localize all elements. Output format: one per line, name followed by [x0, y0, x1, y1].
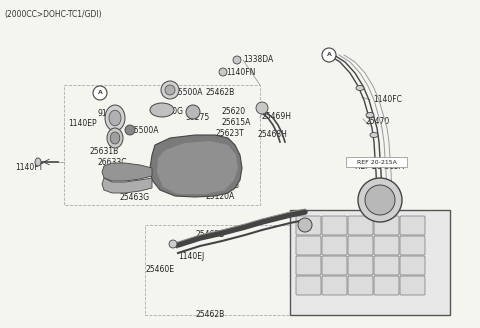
FancyBboxPatch shape — [374, 256, 399, 275]
Bar — [64, 85, 260, 205]
Ellipse shape — [110, 132, 120, 144]
Text: 25463G: 25463G — [133, 167, 163, 176]
Text: 1140FT: 1140FT — [15, 163, 43, 172]
Polygon shape — [157, 141, 238, 194]
Circle shape — [322, 48, 336, 62]
Text: REF 20-215A: REF 20-215A — [357, 159, 396, 165]
Ellipse shape — [150, 103, 174, 117]
Text: 1140FN: 1140FN — [226, 68, 255, 77]
Polygon shape — [102, 163, 152, 181]
FancyBboxPatch shape — [348, 256, 373, 275]
Text: A: A — [97, 91, 102, 95]
Text: 25615G: 25615G — [210, 181, 240, 190]
Text: 25463G: 25463G — [120, 193, 150, 202]
Polygon shape — [102, 178, 152, 193]
FancyBboxPatch shape — [296, 216, 321, 235]
Text: 1338DA: 1338DA — [243, 55, 273, 64]
Text: 25460E: 25460E — [146, 265, 175, 274]
FancyBboxPatch shape — [322, 256, 347, 275]
Text: 25468H: 25468H — [258, 130, 288, 139]
FancyBboxPatch shape — [400, 236, 425, 255]
Circle shape — [93, 86, 107, 100]
Text: 25500A: 25500A — [173, 88, 203, 97]
FancyBboxPatch shape — [348, 236, 373, 255]
Ellipse shape — [370, 133, 378, 137]
Text: 25462B: 25462B — [195, 230, 224, 239]
Bar — [290, 210, 450, 315]
Ellipse shape — [356, 86, 364, 91]
Circle shape — [358, 178, 402, 222]
Circle shape — [365, 185, 395, 215]
FancyBboxPatch shape — [322, 216, 347, 235]
Circle shape — [125, 125, 135, 135]
Text: 25631B: 25631B — [90, 147, 119, 156]
FancyBboxPatch shape — [374, 276, 399, 295]
FancyBboxPatch shape — [322, 276, 347, 295]
Circle shape — [186, 105, 200, 119]
Text: 25620: 25620 — [222, 107, 246, 116]
Ellipse shape — [107, 128, 123, 148]
Text: 26633C: 26633C — [97, 158, 127, 167]
Text: 91990: 91990 — [97, 109, 121, 118]
Circle shape — [169, 240, 177, 248]
FancyBboxPatch shape — [296, 236, 321, 255]
FancyBboxPatch shape — [400, 276, 425, 295]
Text: A: A — [326, 52, 331, 57]
Text: REF 20-215A: REF 20-215A — [355, 162, 404, 171]
Text: 25470: 25470 — [365, 117, 389, 126]
Circle shape — [256, 102, 268, 114]
Text: 25500A: 25500A — [130, 126, 159, 135]
Text: 39220G: 39220G — [153, 107, 183, 116]
FancyBboxPatch shape — [348, 216, 373, 235]
Text: 1140EJ: 1140EJ — [178, 252, 204, 261]
Text: 25615A: 25615A — [222, 118, 252, 127]
Text: 25623T: 25623T — [216, 129, 245, 138]
Text: 1140EP: 1140EP — [68, 119, 96, 128]
Circle shape — [219, 68, 227, 76]
FancyBboxPatch shape — [348, 276, 373, 295]
Ellipse shape — [366, 113, 374, 117]
FancyBboxPatch shape — [374, 216, 399, 235]
FancyBboxPatch shape — [400, 256, 425, 275]
FancyBboxPatch shape — [322, 236, 347, 255]
Text: 1140FC: 1140FC — [373, 95, 402, 104]
FancyBboxPatch shape — [400, 216, 425, 235]
Text: 25462B: 25462B — [195, 310, 224, 319]
Circle shape — [233, 56, 241, 64]
Ellipse shape — [105, 105, 125, 131]
Bar — [346, 157, 407, 167]
Text: 25462B: 25462B — [205, 88, 234, 97]
Text: 25469H: 25469H — [262, 112, 292, 121]
Text: 25120A: 25120A — [205, 192, 234, 201]
FancyBboxPatch shape — [296, 276, 321, 295]
Circle shape — [161, 81, 179, 99]
FancyBboxPatch shape — [296, 256, 321, 275]
Text: 39275: 39275 — [185, 113, 209, 122]
FancyBboxPatch shape — [374, 236, 399, 255]
Text: (2000CC>DOHC-TC1/GDI): (2000CC>DOHC-TC1/GDI) — [4, 10, 102, 19]
Ellipse shape — [109, 110, 121, 126]
Bar — [145, 225, 300, 315]
Ellipse shape — [35, 158, 41, 166]
Circle shape — [298, 218, 312, 232]
Circle shape — [165, 85, 175, 95]
Polygon shape — [150, 135, 242, 197]
